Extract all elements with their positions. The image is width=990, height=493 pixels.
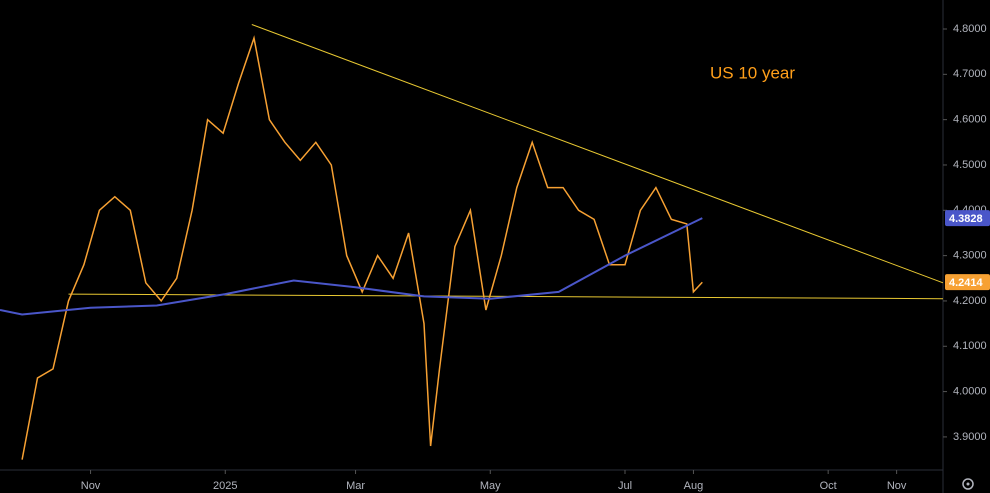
y-tick-label: 4.3000 (953, 250, 987, 262)
y-tick-label: 4.7000 (953, 68, 987, 80)
x-tick-label: Mar (346, 480, 365, 492)
y-tick-label: 4.6000 (953, 114, 987, 126)
settings-icon[interactable] (962, 478, 974, 490)
y-tick-label: 4.8000 (953, 23, 987, 35)
line (0, 217, 703, 316)
x-tick-label: Aug (684, 480, 704, 492)
annotation: US 10 year (710, 63, 795, 82)
price-label: 4.3828 (949, 213, 983, 225)
x-tick-label: Oct (820, 480, 837, 492)
y-tick-label: 4.5000 (953, 159, 987, 171)
line (21, 35, 703, 460)
y-tick-label: 4.0000 (953, 385, 987, 397)
line (251, 24, 944, 284)
x-tick-label: Jul (618, 480, 632, 492)
y-tick-label: 4.1000 (953, 340, 987, 352)
x-tick-label: Nov (887, 480, 907, 492)
x-tick-label: 2025 (213, 480, 237, 492)
price-label-box (945, 274, 990, 291)
y-tick-label: 4.2000 (953, 295, 987, 307)
y-tick-label: 3.9000 (953, 431, 987, 443)
price-label-box (945, 210, 990, 227)
x-tick-label: Nov (81, 480, 101, 492)
x-tick-label: May (480, 480, 501, 492)
price-label: 4.2414 (949, 277, 984, 289)
